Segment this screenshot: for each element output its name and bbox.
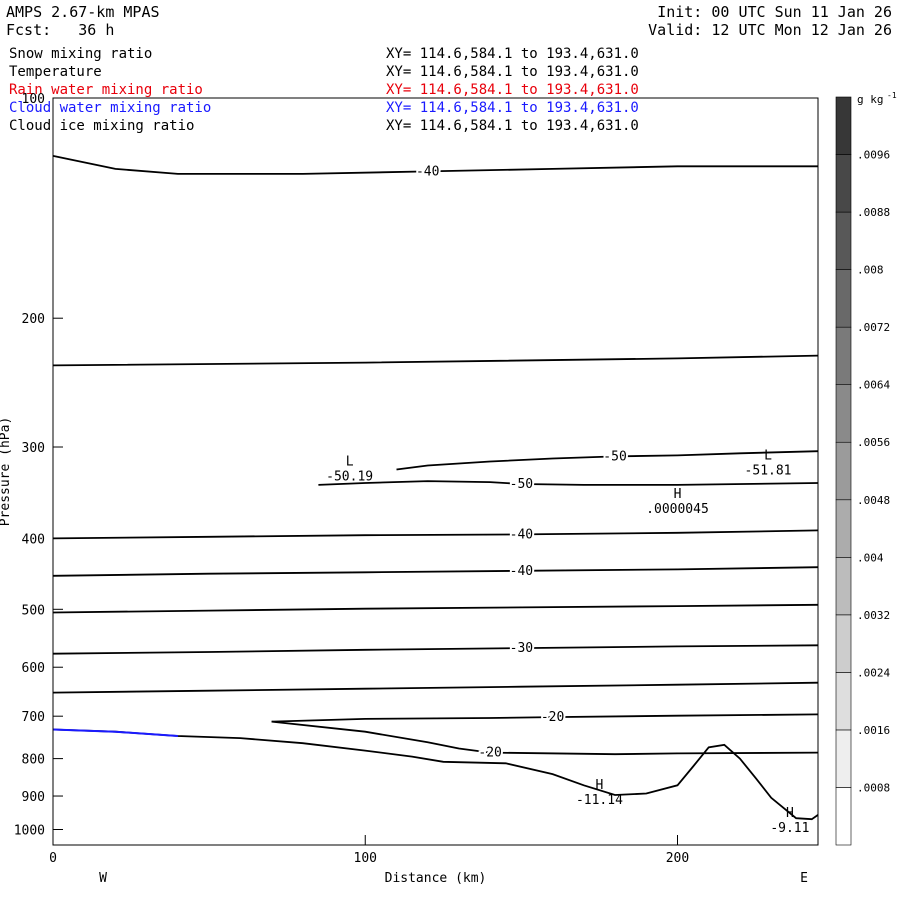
- plot-frame: [52, 97, 819, 846]
- temperature-contour: [52, 566, 819, 577]
- colorbar-cell: [835, 672, 852, 731]
- field-xy: XY= 114.6,584.1 to 193.4,631.0: [386, 46, 639, 62]
- temperature-contour: [271, 713, 819, 723]
- colorbar-label: .0096: [857, 149, 890, 162]
- extremum-marker: H: [596, 778, 604, 793]
- colorbar-label: .0016: [857, 724, 890, 737]
- extremum-value: -11.14: [576, 793, 623, 808]
- contour-label: -50: [603, 449, 626, 464]
- x-tick-label: 200: [666, 851, 689, 866]
- colorbar-cell: [835, 614, 852, 673]
- valid-time: Valid: 12 UTC Mon 12 Jan 26: [648, 21, 892, 39]
- temperature-contour: [52, 644, 819, 655]
- field-name: Cloud ice mixing ratio: [9, 118, 195, 134]
- x-tick-label: 100: [354, 851, 377, 866]
- colorbar-units: g kg: [857, 93, 884, 106]
- colorbar-cell: [835, 269, 852, 328]
- y-tick-label: 900: [22, 790, 45, 805]
- colorbar-cell: [835, 499, 852, 558]
- colorbar-label: .0064: [857, 379, 890, 392]
- colorbar-cell: [835, 729, 852, 788]
- temperature-contour: [318, 480, 819, 486]
- colorbar-label: .0008: [857, 781, 890, 794]
- field-xy: XY= 114.6,584.1 to 193.4,631.0: [386, 64, 639, 80]
- field-xy: XY= 114.6,584.1 to 193.4,631.0: [386, 118, 639, 134]
- colorbar-cell: [835, 326, 852, 385]
- field-xy: XY= 114.6,584.1 to 193.4,631.0: [386, 82, 639, 98]
- extremum-marker: L: [764, 448, 772, 463]
- y-tick-label: 100: [22, 92, 45, 107]
- y-tick-label: 600: [22, 661, 45, 676]
- extremum-marker: H: [786, 806, 794, 821]
- colorbar-label: .0032: [857, 609, 890, 622]
- extremum-marker: L: [346, 455, 354, 470]
- y-axis-label: Pressure (hPa): [0, 417, 13, 527]
- colorbar-cell: [835, 557, 852, 616]
- field-name: Cloud water mixing ratio: [9, 100, 212, 116]
- temperature-contour: [52, 354, 819, 367]
- extremum-value: -51.81: [745, 463, 792, 478]
- x-axis-label: Distance (km): [385, 871, 487, 886]
- field-xy: XY= 114.6,584.1 to 193.4,631.0: [386, 100, 639, 116]
- contour-label: -40: [510, 564, 533, 579]
- extremum-value: .0000045: [646, 502, 709, 517]
- contour-label: -40: [510, 527, 533, 542]
- colorbar-label: .008: [857, 264, 884, 277]
- colorbar-cell: [835, 96, 852, 155]
- forecast-hour: Fcst: 36 h: [6, 21, 115, 39]
- y-tick-label: 300: [22, 441, 45, 456]
- colorbar-label: .0056: [857, 436, 890, 449]
- model-title: AMPS 2.67-km MPAS: [6, 3, 160, 21]
- contour-label: -50: [510, 477, 533, 492]
- y-tick-label: 500: [22, 603, 45, 618]
- colorbar-label: .0088: [857, 206, 890, 219]
- y-tick-label: 700: [22, 710, 45, 725]
- east-label: E: [800, 871, 808, 886]
- x-tick-label: 0: [49, 851, 57, 866]
- temperature-contour: [52, 529, 819, 540]
- y-tick-label: 1000: [14, 824, 45, 839]
- colorbar-label: .0048: [857, 494, 890, 507]
- temperature-contour: [52, 155, 818, 175]
- colorbar-label: .0072: [857, 321, 890, 334]
- field-name: Snow mixing ratio: [9, 46, 153, 62]
- colorbar-cell: [835, 787, 852, 846]
- temperature-contour: [52, 603, 819, 614]
- colorbar-label: .004: [857, 551, 884, 564]
- colorbar-cell: [835, 211, 852, 270]
- colorbar-label: .0024: [857, 666, 890, 679]
- temperature-contour: [271, 720, 819, 756]
- extremum-value: -50.19: [326, 470, 373, 485]
- extremum-value: -9.11: [770, 821, 809, 836]
- field-name: Rain water mixing ratio: [9, 82, 203, 98]
- contour-label: -20: [478, 746, 501, 761]
- y-tick-label: 400: [22, 532, 45, 547]
- west-label: W: [99, 871, 107, 886]
- extremum-marker: H: [674, 487, 682, 502]
- y-tick-label: 800: [22, 753, 45, 768]
- terrain-line: [52, 728, 819, 821]
- temperature-contour: [396, 450, 819, 471]
- y-tick-label: 200: [22, 312, 45, 327]
- temperature-contour: [52, 681, 819, 694]
- field-name: Temperature: [9, 64, 102, 80]
- contour-label: -40: [416, 164, 439, 179]
- contour-label: -20: [541, 710, 564, 725]
- colorbar-cell: [835, 384, 852, 443]
- colorbar-cell: [835, 441, 852, 501]
- cloud-water-contour: [52, 728, 178, 737]
- colorbar-units-exponent: -1: [887, 91, 897, 100]
- init-time: Init: 00 UTC Sun 11 Jan 26: [657, 3, 892, 21]
- colorbar-cell: [835, 154, 852, 213]
- contour-label: -30: [510, 641, 533, 656]
